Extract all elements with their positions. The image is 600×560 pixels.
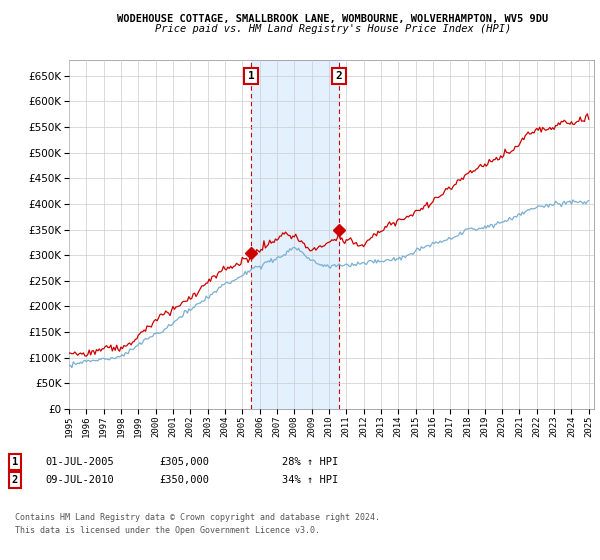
Text: WODEHOUSE COTTAGE, SMALLBROOK LANE, WOMBOURNE, WOLVERHAMPTON, WV5 9DU: WODEHOUSE COTTAGE, SMALLBROOK LANE, WOMB… [118, 14, 548, 24]
Text: 09-JUL-2010: 09-JUL-2010 [45, 475, 114, 485]
Text: 2: 2 [12, 475, 18, 485]
Text: £350,000: £350,000 [159, 475, 209, 485]
Text: 34% ↑ HPI: 34% ↑ HPI [282, 475, 338, 485]
Text: £305,000: £305,000 [159, 457, 209, 467]
Bar [251, 60, 339, 409]
Text: 1: 1 [248, 71, 254, 81]
Text: 28% ↑ HPI: 28% ↑ HPI [282, 457, 338, 467]
Text: Price paid vs. HM Land Registry's House Price Index (HPI): Price paid vs. HM Land Registry's House … [155, 24, 511, 34]
Text: 01-JUL-2005: 01-JUL-2005 [45, 457, 114, 467]
Text: Contains HM Land Registry data © Crown copyright and database right 2024.: Contains HM Land Registry data © Crown c… [15, 514, 380, 522]
Text: 1: 1 [12, 457, 18, 467]
Text: 2: 2 [335, 71, 343, 81]
Text: This data is licensed under the Open Government Licence v3.0.: This data is licensed under the Open Gov… [15, 526, 320, 535]
